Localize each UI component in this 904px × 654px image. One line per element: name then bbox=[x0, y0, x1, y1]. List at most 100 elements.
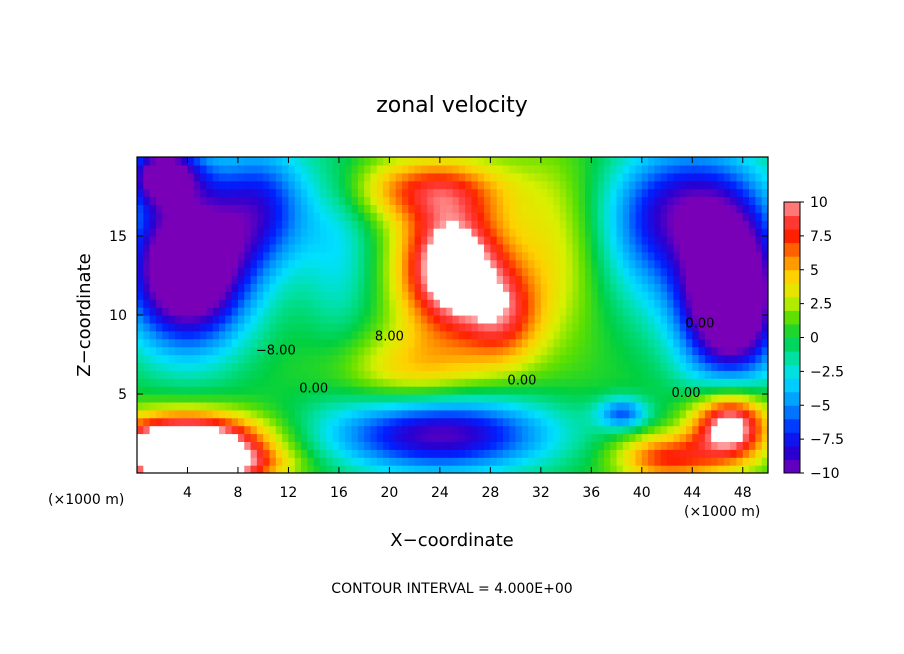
heatmap-cell bbox=[490, 180, 498, 190]
heatmap-cell bbox=[263, 220, 271, 229]
heatmap-cell bbox=[282, 180, 290, 190]
heatmap-cell bbox=[654, 172, 662, 182]
heatmap-cell bbox=[137, 283, 144, 292]
heatmap-cell bbox=[679, 370, 687, 379]
x-axis-ticks: 4 8 12 16 20 24 28 32 36 40 44 48 bbox=[183, 157, 752, 501]
heatmap-cell bbox=[351, 275, 359, 284]
heatmap-cell bbox=[723, 236, 731, 245]
heatmap-cell bbox=[231, 338, 239, 348]
heatmap-cell bbox=[250, 212, 258, 221]
heatmap-cell bbox=[351, 291, 359, 300]
heatmap-cell bbox=[446, 212, 454, 221]
heatmap-cell bbox=[439, 267, 447, 277]
heatmap-cell bbox=[149, 378, 157, 387]
heatmap-cell bbox=[692, 204, 700, 213]
heatmap-cell bbox=[376, 346, 384, 356]
heatmap-cell bbox=[269, 251, 277, 261]
heatmap-cell bbox=[288, 401, 296, 411]
heatmap-cell bbox=[742, 346, 750, 356]
heatmap-cell bbox=[364, 228, 372, 237]
heatmap-cell bbox=[597, 330, 605, 340]
heatmap-cell bbox=[502, 425, 510, 435]
heatmap-cell bbox=[376, 330, 384, 340]
heatmap-cell bbox=[496, 172, 504, 182]
heatmap-cell bbox=[351, 378, 359, 387]
heatmap-cell bbox=[162, 236, 170, 245]
heatmap-cell bbox=[439, 417, 447, 427]
heatmap-cell bbox=[414, 267, 422, 277]
heatmap-cell bbox=[484, 196, 491, 205]
heatmap-cell bbox=[420, 338, 428, 348]
heatmap-cell bbox=[219, 362, 226, 371]
heatmap-cell bbox=[149, 433, 157, 442]
heatmap-cell bbox=[244, 172, 252, 182]
heatmap-cell bbox=[452, 275, 460, 284]
heatmap-cell bbox=[250, 433, 258, 442]
heatmap-cell bbox=[692, 417, 700, 427]
heatmap-cell bbox=[389, 291, 397, 300]
heatmap-cell bbox=[187, 196, 195, 205]
heatmap-cell bbox=[181, 465, 189, 473]
heatmap-cell bbox=[439, 409, 447, 419]
heatmap-cell bbox=[591, 322, 599, 332]
heatmap-cell bbox=[364, 386, 372, 395]
heatmap-cell bbox=[376, 409, 384, 419]
heatmap-cell bbox=[679, 259, 687, 269]
heatmap-cell bbox=[730, 243, 738, 253]
heatmap-cell bbox=[458, 330, 466, 340]
heatmap-cell bbox=[698, 322, 706, 332]
heatmap-cell bbox=[313, 315, 321, 324]
heatmap-cell bbox=[698, 251, 706, 261]
heatmap-cell bbox=[193, 307, 201, 316]
heatmap-cell bbox=[219, 243, 226, 253]
heatmap-cell bbox=[408, 417, 416, 427]
heatmap-cell bbox=[351, 417, 359, 427]
heatmap-cell bbox=[446, 441, 454, 450]
heatmap-cell bbox=[648, 196, 656, 205]
heatmap-cell bbox=[162, 291, 170, 300]
heatmap-cell bbox=[269, 401, 277, 411]
heatmap-cell bbox=[326, 275, 334, 284]
heatmap-cell bbox=[225, 425, 233, 435]
heatmap-cell bbox=[269, 378, 277, 387]
heatmap-cell bbox=[174, 267, 182, 277]
heatmap-cell bbox=[572, 417, 580, 427]
heatmap-cell bbox=[616, 386, 624, 395]
heatmap-cell bbox=[351, 449, 359, 458]
heatmap-cell bbox=[313, 457, 321, 466]
heatmap-cell bbox=[667, 322, 674, 332]
heatmap-cell bbox=[540, 362, 548, 371]
heatmap-cell bbox=[736, 354, 744, 363]
heatmap-cell bbox=[294, 157, 302, 166]
heatmap-cell bbox=[383, 204, 390, 213]
heatmap-cell bbox=[723, 449, 731, 458]
heatmap-cell bbox=[162, 394, 170, 403]
contour-interval-note: CONTOUR INTERVAL = 4.000E+00 bbox=[331, 581, 572, 597]
heatmap-cell bbox=[439, 275, 447, 284]
heatmap-cell bbox=[155, 346, 163, 356]
heatmap-cell bbox=[509, 386, 517, 395]
heatmap-cell bbox=[319, 291, 327, 300]
heatmap-cell bbox=[174, 362, 182, 371]
heatmap-cell bbox=[698, 228, 706, 237]
heatmap-cell bbox=[187, 378, 195, 387]
heatmap-cell bbox=[559, 196, 567, 205]
heatmap-cell bbox=[244, 401, 252, 411]
heatmap-cell bbox=[370, 386, 378, 395]
heatmap-cell bbox=[692, 299, 700, 308]
heatmap-cell bbox=[477, 299, 485, 308]
heatmap-cell bbox=[685, 425, 693, 435]
heatmap-cell bbox=[332, 409, 340, 419]
heatmap-cell bbox=[736, 291, 744, 300]
heatmap-cell bbox=[591, 188, 599, 198]
heatmap-cell bbox=[603, 378, 611, 387]
heatmap-cell bbox=[566, 394, 573, 403]
heatmap-cell bbox=[629, 417, 637, 427]
heatmap-cell bbox=[219, 220, 226, 229]
heatmap-cell bbox=[263, 362, 271, 371]
heatmap-cell bbox=[326, 417, 334, 427]
heatmap-cell bbox=[566, 449, 573, 458]
heatmap-cell bbox=[566, 362, 573, 371]
heatmap-cell bbox=[679, 417, 687, 427]
heatmap-cell bbox=[698, 157, 706, 166]
